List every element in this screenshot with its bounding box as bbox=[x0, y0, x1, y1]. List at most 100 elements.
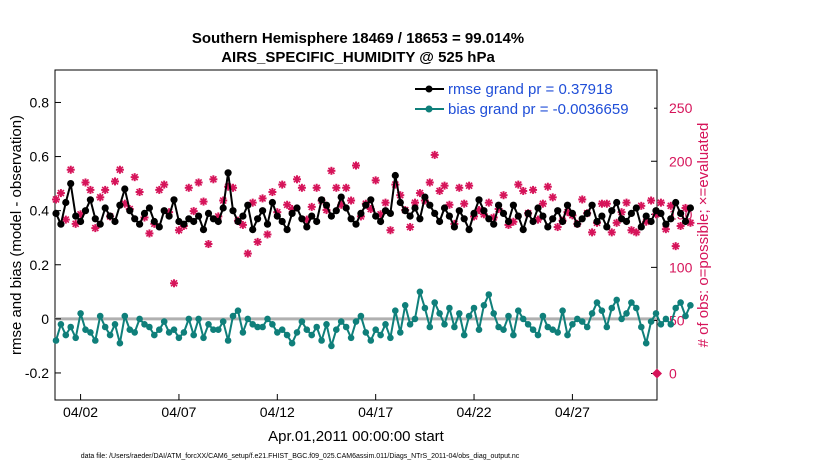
chart-title-line-2: AIRS_SPECIFIC_HUMIDITY @ 525 hPa bbox=[221, 49, 495, 66]
bias-point bbox=[406, 321, 414, 328]
bias-point bbox=[274, 329, 281, 336]
rmse-point bbox=[637, 223, 645, 231]
bias-point bbox=[613, 296, 620, 304]
y-tick-label-2: 0.2 bbox=[30, 257, 50, 273]
rmse-point bbox=[342, 204, 350, 212]
x-tick-label-0: 04/02 bbox=[63, 404, 98, 420]
bias-point bbox=[652, 310, 660, 317]
bias-point bbox=[500, 326, 507, 334]
bias-point bbox=[333, 326, 340, 334]
obs-point bbox=[543, 182, 552, 191]
obs-point bbox=[415, 189, 424, 198]
bias-point bbox=[682, 312, 689, 320]
legend: rmse grand pr = 0.37918 bias grand pr = … bbox=[410, 77, 654, 121]
bias-point bbox=[200, 334, 207, 342]
chart-title-line-1: Southern Hemisphere 18469 / 18653 = 99.0… bbox=[192, 30, 524, 47]
obs-point bbox=[268, 188, 277, 197]
bias-point bbox=[633, 304, 640, 312]
obs-point bbox=[499, 191, 508, 200]
legend-bias-marker bbox=[425, 105, 433, 113]
bias-point bbox=[337, 318, 345, 325]
rmse-point bbox=[244, 201, 252, 209]
y-tick-label-0: -0.2 bbox=[25, 365, 49, 381]
bias-point bbox=[647, 318, 655, 325]
rmse-point bbox=[273, 212, 281, 220]
bias-point bbox=[165, 329, 173, 336]
obs-point bbox=[111, 177, 120, 186]
rmse-point bbox=[657, 209, 665, 217]
y2-axis-label: # of obs: o=possible; ×=evaluated bbox=[695, 123, 712, 348]
obs-point bbox=[312, 183, 321, 192]
rmse-line bbox=[55, 171, 692, 231]
x-tick-label-3: 04/17 bbox=[358, 404, 393, 420]
bias-point bbox=[460, 331, 468, 339]
obs-point bbox=[96, 193, 105, 202]
rmse-point bbox=[293, 204, 301, 212]
rmse-point bbox=[632, 204, 640, 212]
bias-point bbox=[136, 315, 143, 323]
rmse-point bbox=[421, 193, 429, 201]
bias-point bbox=[92, 337, 99, 344]
bias-point bbox=[618, 315, 625, 323]
bias-point bbox=[667, 321, 675, 328]
obs-point bbox=[435, 186, 444, 195]
rmse-point bbox=[563, 201, 572, 209]
obs-point bbox=[425, 178, 434, 187]
bias-point bbox=[421, 304, 429, 312]
bias-point bbox=[397, 329, 404, 336]
obs-point bbox=[548, 193, 557, 202]
obs-point bbox=[307, 202, 316, 211]
rmse-point bbox=[549, 215, 557, 223]
bias-point bbox=[239, 329, 247, 336]
obs-point bbox=[656, 198, 665, 207]
legend-rmse-label: rmse grand pr = 0.37918 bbox=[448, 81, 613, 98]
rmse-point bbox=[593, 217, 601, 226]
rmse-point bbox=[667, 215, 675, 223]
rmse-point bbox=[568, 209, 577, 217]
bias-point bbox=[628, 299, 635, 306]
rmse-point bbox=[475, 196, 483, 204]
obs-point bbox=[209, 175, 218, 184]
rmse-point bbox=[406, 212, 414, 220]
bias-point bbox=[180, 329, 188, 336]
rmse-point bbox=[573, 220, 581, 228]
rmse-point bbox=[145, 204, 153, 212]
bias-point bbox=[106, 331, 114, 339]
bias-point bbox=[362, 329, 370, 336]
bias-point bbox=[156, 326, 163, 334]
rmse-point bbox=[86, 196, 94, 204]
rmse-point bbox=[386, 209, 394, 217]
obs-point bbox=[130, 173, 139, 182]
bias-point bbox=[269, 321, 276, 328]
obs-point bbox=[292, 175, 301, 184]
rmse-point bbox=[131, 215, 139, 223]
rmse-point bbox=[62, 198, 70, 207]
rmse-point bbox=[529, 217, 537, 226]
bias-point bbox=[436, 310, 443, 317]
bias-point bbox=[170, 326, 178, 334]
rmse-series bbox=[52, 169, 695, 234]
obs-point bbox=[352, 161, 360, 170]
obs-point bbox=[602, 199, 611, 208]
rmse-point bbox=[554, 207, 562, 215]
rmse-point bbox=[662, 220, 670, 228]
bias-point bbox=[205, 321, 212, 328]
rmse-point bbox=[642, 212, 650, 220]
bias-point bbox=[160, 318, 168, 325]
rmse-point bbox=[578, 215, 586, 223]
bias-point bbox=[465, 312, 473, 320]
bias-point bbox=[687, 302, 694, 309]
bias-point bbox=[96, 312, 104, 320]
obs-point bbox=[204, 240, 213, 249]
obs-point bbox=[484, 198, 493, 207]
bias-point bbox=[131, 329, 138, 336]
obs-point bbox=[253, 237, 262, 246]
rmse-point bbox=[622, 217, 631, 226]
rmse-point bbox=[391, 171, 399, 180]
bias-point bbox=[662, 315, 670, 323]
rmse-point bbox=[278, 217, 286, 226]
bias-point bbox=[593, 299, 601, 306]
bias-point bbox=[234, 307, 242, 315]
rmse-point bbox=[672, 198, 680, 207]
rmse-point bbox=[229, 207, 237, 215]
